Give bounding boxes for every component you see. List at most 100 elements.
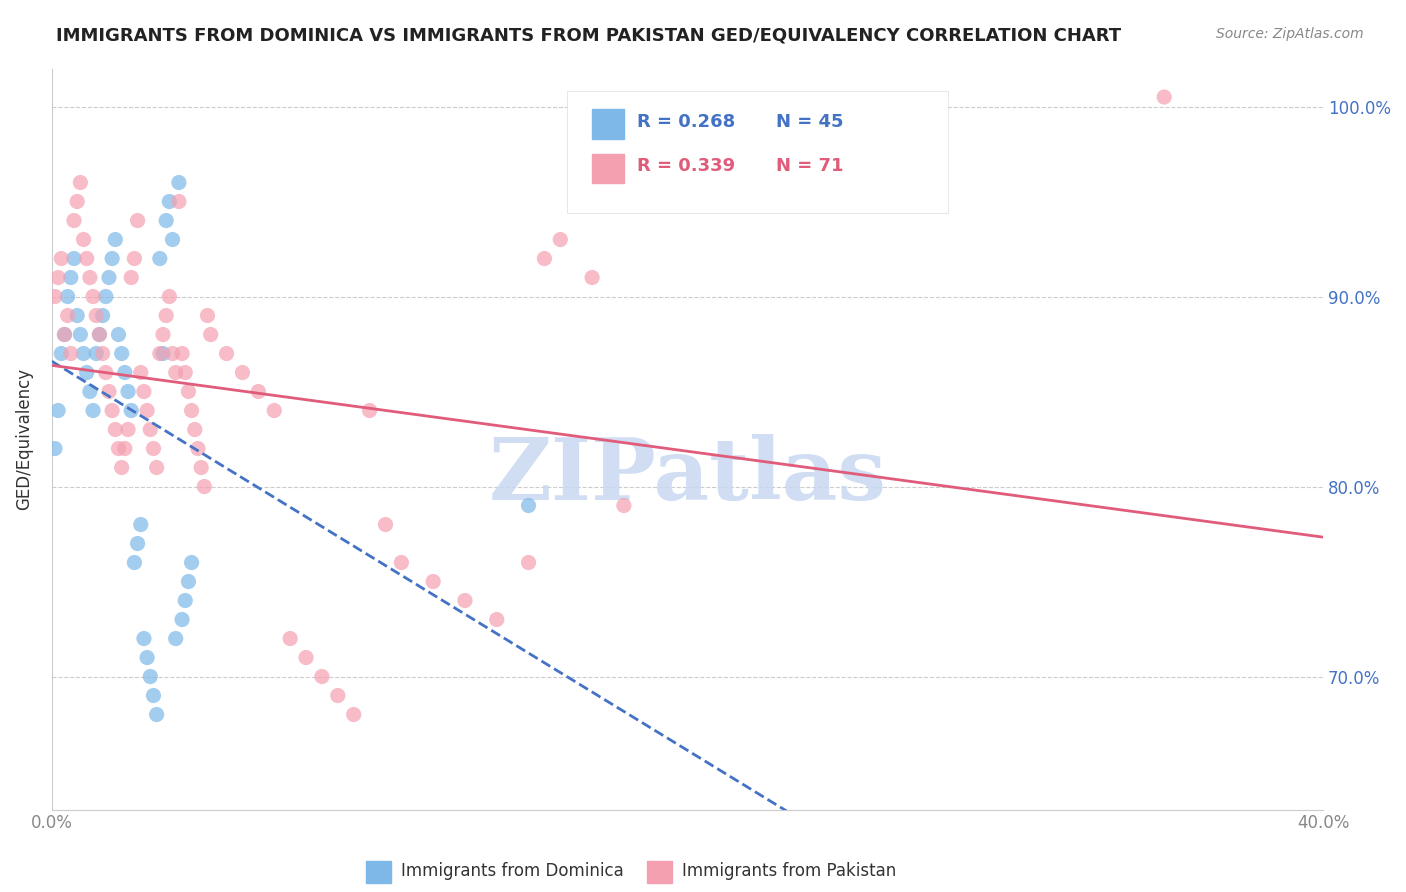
Point bbox=[152, 327, 174, 342]
Point bbox=[1153, 90, 1175, 104]
Point bbox=[44, 289, 66, 303]
Point bbox=[149, 346, 172, 360]
Point bbox=[180, 556, 202, 570]
Point bbox=[104, 423, 127, 437]
Point bbox=[145, 707, 167, 722]
Point bbox=[139, 423, 162, 437]
Text: ZIPatlas: ZIPatlas bbox=[488, 434, 886, 518]
Point bbox=[53, 327, 76, 342]
Point bbox=[111, 346, 134, 360]
Point bbox=[127, 536, 149, 550]
Point bbox=[97, 270, 120, 285]
Point bbox=[389, 556, 412, 570]
Point bbox=[117, 423, 139, 437]
Point bbox=[155, 213, 177, 227]
Point bbox=[145, 460, 167, 475]
Point bbox=[89, 327, 111, 342]
Point bbox=[66, 309, 89, 323]
Point bbox=[162, 346, 184, 360]
Point bbox=[59, 270, 82, 285]
Point bbox=[193, 479, 215, 493]
Point bbox=[170, 346, 193, 360]
Point bbox=[94, 366, 117, 380]
Point bbox=[263, 403, 285, 417]
Point bbox=[129, 366, 152, 380]
Point bbox=[311, 669, 333, 683]
Point bbox=[82, 289, 104, 303]
Text: Immigrants from Dominica: Immigrants from Dominica bbox=[401, 863, 623, 880]
Point bbox=[326, 689, 349, 703]
Text: N = 45: N = 45 bbox=[776, 113, 844, 131]
Text: N = 71: N = 71 bbox=[776, 157, 844, 176]
Point bbox=[278, 632, 301, 646]
Bar bbox=[592, 153, 624, 184]
Point bbox=[114, 442, 136, 456]
Point bbox=[215, 346, 238, 360]
Point bbox=[485, 613, 508, 627]
Point bbox=[517, 499, 540, 513]
Point bbox=[136, 403, 159, 417]
Point bbox=[97, 384, 120, 399]
Point bbox=[56, 289, 79, 303]
Point bbox=[104, 233, 127, 247]
Point bbox=[127, 213, 149, 227]
Point bbox=[101, 252, 124, 266]
Point bbox=[44, 442, 66, 456]
Point bbox=[51, 252, 73, 266]
Point bbox=[422, 574, 444, 589]
Point bbox=[157, 194, 180, 209]
Point bbox=[136, 650, 159, 665]
Point bbox=[124, 252, 146, 266]
Point bbox=[132, 384, 155, 399]
Point bbox=[174, 366, 197, 380]
Point bbox=[152, 346, 174, 360]
Point bbox=[46, 403, 69, 417]
Point bbox=[149, 252, 172, 266]
Point bbox=[79, 270, 101, 285]
Point bbox=[142, 442, 165, 456]
Point bbox=[66, 194, 89, 209]
Point bbox=[69, 176, 91, 190]
Point bbox=[111, 460, 134, 475]
Point bbox=[454, 593, 477, 607]
Text: R = 0.268: R = 0.268 bbox=[637, 113, 735, 131]
Text: R = 0.339: R = 0.339 bbox=[637, 157, 735, 176]
Point bbox=[162, 233, 184, 247]
Point bbox=[82, 403, 104, 417]
Point bbox=[231, 366, 253, 380]
Point bbox=[117, 384, 139, 399]
Point bbox=[165, 632, 187, 646]
Text: Immigrants from Pakistan: Immigrants from Pakistan bbox=[682, 863, 896, 880]
Point bbox=[142, 689, 165, 703]
Point bbox=[197, 309, 219, 323]
Point bbox=[533, 252, 555, 266]
Point bbox=[167, 194, 190, 209]
Text: Source: ZipAtlas.com: Source: ZipAtlas.com bbox=[1216, 27, 1364, 41]
Point bbox=[63, 252, 86, 266]
Text: IMMIGRANTS FROM DOMINICA VS IMMIGRANTS FROM PAKISTAN GED/EQUIVALENCY CORRELATION: IMMIGRANTS FROM DOMINICA VS IMMIGRANTS F… bbox=[56, 27, 1122, 45]
Point bbox=[190, 460, 212, 475]
Point bbox=[174, 593, 197, 607]
FancyBboxPatch shape bbox=[567, 91, 948, 213]
Point bbox=[63, 213, 86, 227]
Point bbox=[550, 233, 572, 247]
Point bbox=[72, 233, 94, 247]
Point bbox=[343, 707, 366, 722]
Point bbox=[79, 384, 101, 399]
Point bbox=[139, 669, 162, 683]
Point bbox=[129, 517, 152, 532]
Point bbox=[157, 289, 180, 303]
Point bbox=[613, 499, 636, 513]
Y-axis label: GED/Equivalency: GED/Equivalency bbox=[15, 368, 32, 510]
Point bbox=[184, 423, 207, 437]
Point bbox=[76, 252, 98, 266]
Point bbox=[124, 556, 146, 570]
Point bbox=[132, 632, 155, 646]
Point bbox=[53, 327, 76, 342]
Point bbox=[120, 403, 142, 417]
Point bbox=[94, 289, 117, 303]
Point bbox=[89, 327, 111, 342]
Bar bbox=[592, 110, 624, 139]
Point bbox=[359, 403, 381, 417]
Point bbox=[170, 613, 193, 627]
